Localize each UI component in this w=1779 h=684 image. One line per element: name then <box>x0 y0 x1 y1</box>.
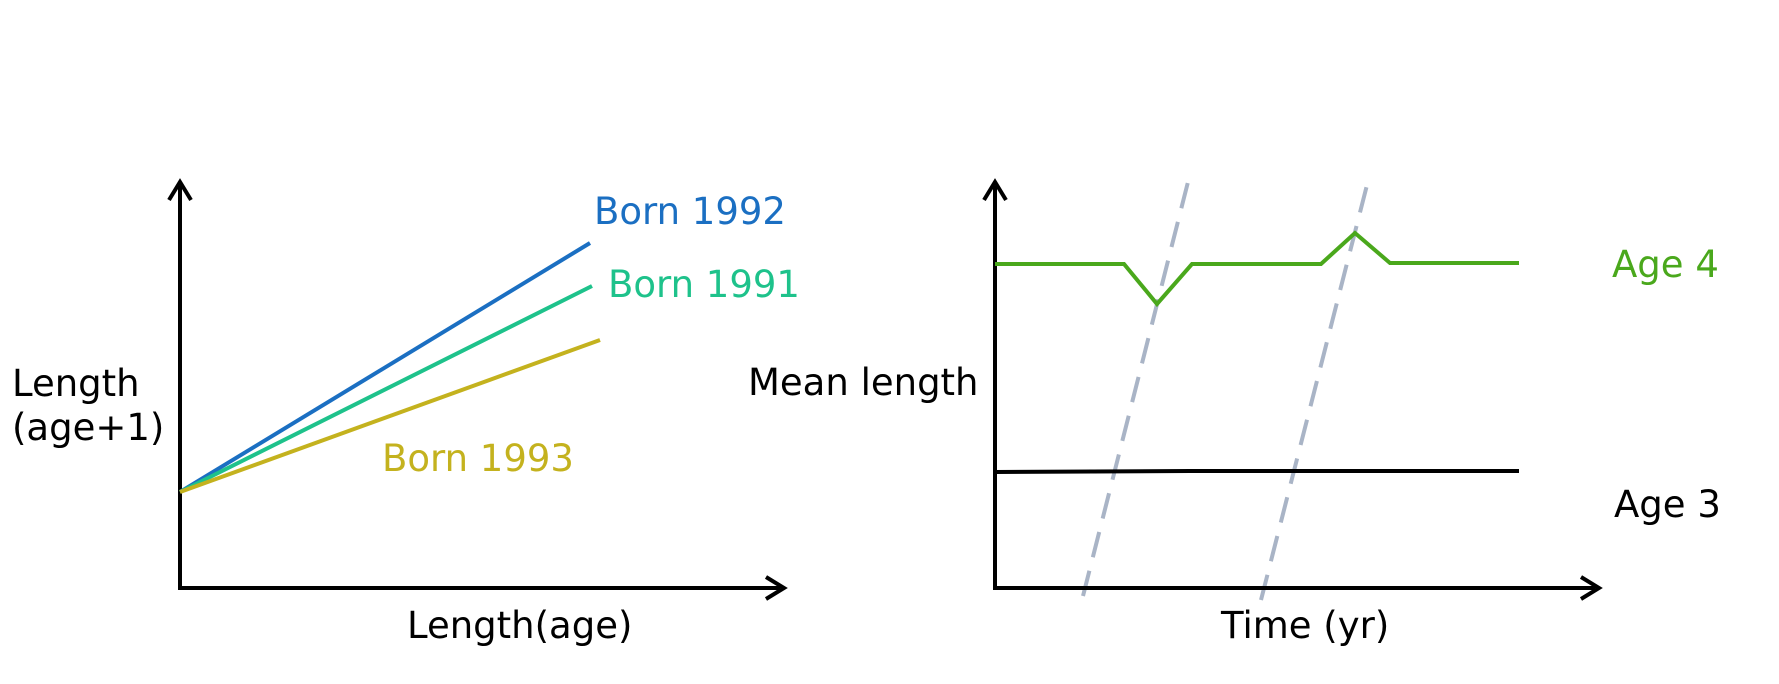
left-x-axis-label: Length(age) <box>407 604 632 647</box>
left-y-axis-label-line2: (age+1) <box>12 406 164 449</box>
cohort-line-1 <box>1081 177 1191 597</box>
right-y-axis-label: Mean length <box>748 361 979 404</box>
arrow-right-icon <box>764 575 788 601</box>
series-label-age-4: Age 4 <box>1612 243 1719 286</box>
series-line-born-1992 <box>178 241 592 494</box>
series-label-born-1992: Born 1992 <box>594 190 786 233</box>
series-line-age-4 <box>995 230 1519 308</box>
arrow-right-icon <box>1579 575 1603 601</box>
series-line-born-1993 <box>179 338 601 494</box>
series-line-age-3 <box>994 469 1519 474</box>
series-label-age-3: Age 3 <box>1614 483 1721 526</box>
series-line-born-1991 <box>179 284 593 494</box>
cohort-line-2 <box>1259 184 1369 601</box>
left-diagram: Born 1992 Born 1991 Born 1993 Length (ag… <box>12 178 800 647</box>
left-y-axis-label-line1: Length <box>12 362 140 405</box>
series-label-born-1991: Born 1991 <box>608 263 800 306</box>
arrow-up-icon <box>982 178 1008 202</box>
right-diagram: Age 4 Age 3 Mean length Time (yr) <box>748 177 1721 647</box>
arrow-up-icon <box>167 178 193 202</box>
right-x-axis-label: Time (yr) <box>1220 604 1389 647</box>
series-label-born-1993: Born 1993 <box>382 437 574 480</box>
